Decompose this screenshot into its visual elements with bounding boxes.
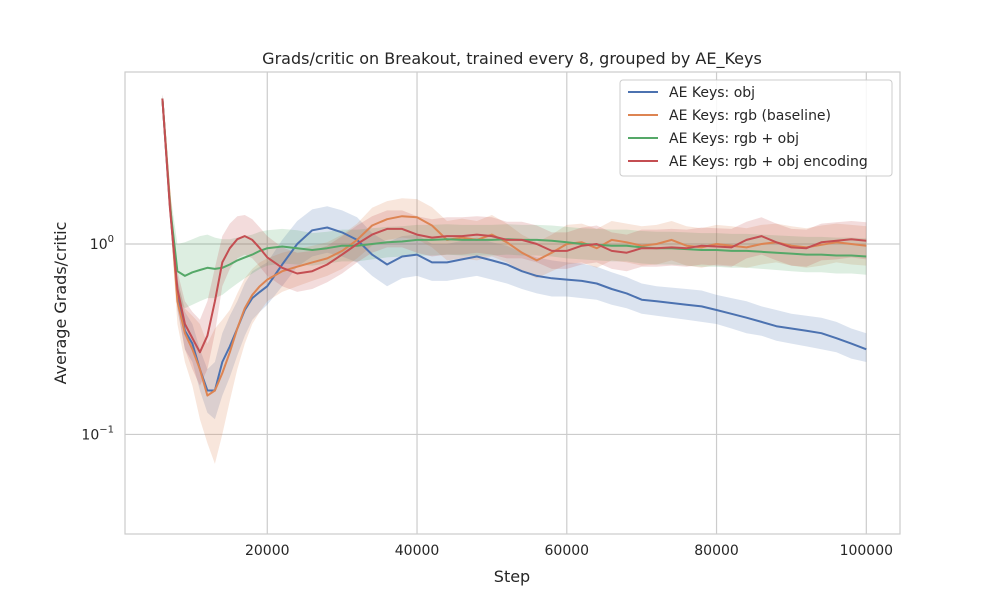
x-axis-label: Step: [494, 567, 530, 586]
confidence-band-0: [162, 94, 867, 420]
series-line-3: [161, 98, 867, 354]
confidence-band-2: [162, 94, 867, 309]
series-line-1: [161, 98, 867, 397]
series-line-2: [161, 98, 867, 277]
chart-title: Grads/critic on Breakout, trained every …: [262, 49, 762, 69]
y-tick-label: 10−1: [81, 424, 114, 443]
series-line-0: [161, 98, 867, 392]
axes-frame: [124, 71, 901, 535]
x-tick-label: 20000: [245, 543, 290, 559]
x-tick-label: 60000: [545, 543, 590, 559]
series-lines: [161, 98, 867, 397]
y-axis-label: Average Grads/critic: [51, 222, 70, 385]
x-tick-label: 80000: [694, 543, 739, 559]
legend-label: AE Keys: rgb + obj encoding: [669, 154, 868, 170]
legend-label: AE Keys: rgb + obj: [669, 131, 799, 147]
confidence-band-1: [162, 94, 867, 464]
y-tick-label: 100: [90, 234, 114, 253]
y-tick-base: 10: [81, 427, 99, 443]
y-tick-exponent: −1: [99, 424, 114, 435]
y-tick-exponent: 0: [108, 234, 114, 245]
legend-label: AE Keys: obj: [669, 85, 755, 101]
legend: AE Keys: obj AE Keys: rgb (baseline) AE Ke…: [619, 79, 893, 177]
legend-box: [619, 79, 893, 177]
x-tick-label: 40000: [395, 543, 440, 559]
x-axis-ticks: 20000 40000 60000 80000 100000: [245, 543, 893, 559]
x-tick-label: 100000: [840, 543, 893, 559]
y-tick-base: 10: [90, 237, 108, 253]
legend-label: AE Keys: rgb (baseline): [669, 108, 831, 124]
